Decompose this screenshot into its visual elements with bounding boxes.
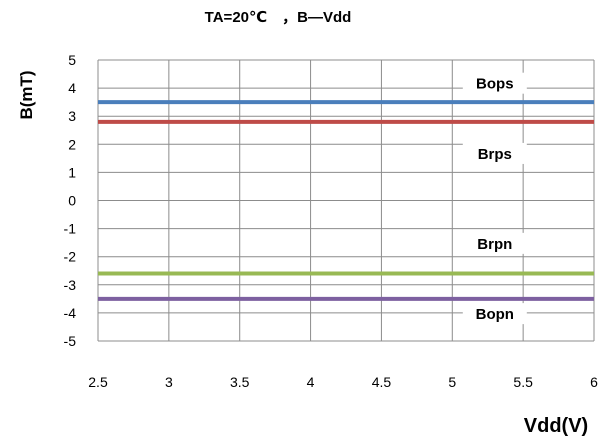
x-tick-label: 6 [590, 374, 598, 390]
grid [97, 59, 595, 342]
chart-title: TA=20℃ ，B—Vdd [205, 9, 352, 26]
series-label-background [462, 72, 527, 94]
x-tick-label: 5 [448, 374, 456, 390]
y-tick-label: 1 [68, 164, 76, 180]
series-label-brpn: Brpn [477, 236, 512, 253]
x-axis-label: Vdd(V) [524, 415, 588, 437]
x-tick-label: 5.5 [513, 374, 533, 390]
y-tick-label: 5 [68, 52, 76, 68]
x-tick-label: 3 [165, 374, 173, 390]
series-label-background [462, 303, 527, 325]
y-tick-label: 2 [68, 136, 76, 152]
y-axis-label: B(mT) [17, 70, 36, 119]
series-label-bops: Bops [476, 76, 514, 93]
y-tick-label: -5 [64, 333, 77, 349]
y-tick-label: 3 [68, 108, 76, 124]
x-tick-label: 2.5 [88, 374, 108, 390]
y-tick-label: 0 [68, 193, 76, 209]
series-labels: Bops Brps Brpn Bopn [462, 72, 527, 325]
series-lines [98, 100, 594, 301]
y-tick-label: -2 [64, 249, 77, 265]
y-tick-label: -3 [64, 277, 77, 293]
series-label-brps: Brps [478, 146, 512, 163]
x-tick-label: 4 [307, 374, 315, 390]
tick-labels: 5 4 3 2 1 0 -1 -2 -3 -4 -5 2.5 3 3.5 4 4.5 5 5.5 6 [64, 52, 599, 390]
x-tick-label: 4.5 [372, 374, 392, 390]
y-tick-label: 4 [68, 80, 76, 96]
x-tick-label: 3.5 [230, 374, 250, 390]
series-label-bopn: Bopn [476, 306, 514, 323]
series-label-background [462, 232, 527, 254]
y-tick-label: -4 [64, 305, 77, 321]
series-label-background [462, 142, 527, 164]
y-tick-label: -1 [64, 221, 77, 237]
